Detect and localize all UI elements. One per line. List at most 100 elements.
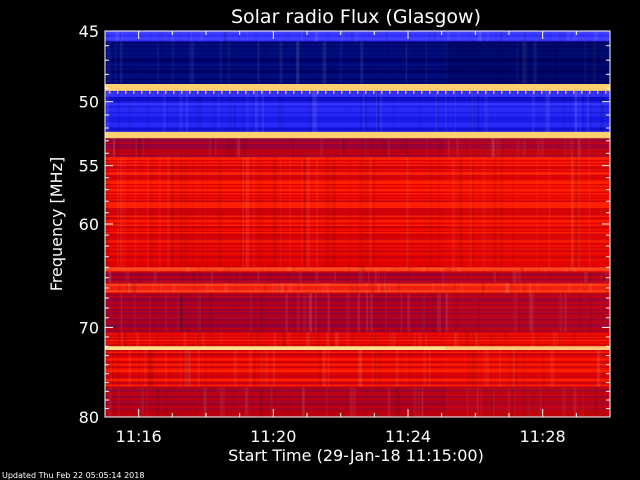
spectrum-dither	[404, 138, 409, 158]
interference-tick	[221, 90, 223, 94]
interference-tick	[301, 90, 303, 94]
spectrum-dither	[123, 332, 127, 347]
spectrum-band	[105, 84, 610, 92]
spectrum-dither	[250, 293, 253, 333]
spectrum-dither	[372, 332, 374, 347]
spectrum-dither	[406, 157, 409, 268]
spectrum-dither	[209, 271, 213, 283]
interference-tick	[245, 90, 247, 94]
spectrum-dither	[567, 31, 570, 42]
spectrum-dither	[190, 31, 192, 42]
spectrum-streak	[105, 83, 610, 85]
interference-tick	[269, 90, 271, 94]
spectrum-dither	[422, 293, 426, 333]
spectrum-dither	[138, 350, 140, 387]
spectrum-streak	[105, 122, 610, 125]
spectrum-dither	[178, 31, 181, 42]
spectrum-dither	[157, 31, 161, 42]
spectrum-streak	[105, 315, 610, 318]
spectrum-dither	[548, 157, 551, 268]
spectrum-dither	[179, 350, 182, 387]
spectrum-dither	[119, 31, 123, 42]
spectrum-streak	[105, 138, 610, 141]
spectrum-dither	[568, 282, 572, 294]
y-axis-label: Frequency [MHz]	[47, 157, 66, 291]
spectrum-streak	[105, 400, 610, 403]
spectrum-dither	[351, 282, 355, 294]
spectrum-dither	[122, 332, 126, 347]
spectrum-dither	[341, 138, 346, 158]
spectrum-dither	[132, 282, 135, 294]
spectrum-dither	[478, 293, 481, 333]
spectrum-dither	[144, 350, 147, 387]
spectrum-dither	[186, 350, 189, 387]
spectrum-streak	[105, 194, 610, 197]
spectrum-dither	[456, 138, 459, 158]
y-axis: 45 50 55 60 70 80	[79, 22, 610, 427]
spectrum-dither	[594, 31, 597, 42]
spectrum-dither	[339, 41, 342, 85]
spectrum-dither	[421, 267, 425, 272]
spectrum-dither	[253, 350, 256, 387]
spectrum-streak	[105, 164, 610, 167]
spectrum-streak	[105, 395, 610, 398]
spectrum-dither	[492, 386, 495, 417]
spectrum-dither	[417, 41, 420, 85]
spectrum-dither	[279, 41, 283, 85]
spectrum-streak	[105, 50, 610, 53]
spectrum-dither	[179, 157, 183, 268]
spectrum-dither	[459, 157, 463, 268]
spectrum-dither	[435, 41, 437, 85]
interference-tick	[261, 90, 263, 94]
spectrum-dither	[493, 157, 497, 268]
spectrum-dither	[199, 271, 203, 283]
spectrum-dither	[486, 267, 489, 272]
spectrum-dither	[219, 386, 223, 417]
spectrum-streak	[105, 274, 610, 277]
interference-tick	[357, 90, 359, 94]
spectrum-dither	[281, 90, 284, 132]
spectrum-dither	[183, 332, 187, 347]
spectrum-dither	[382, 282, 385, 294]
spectrum-dither	[314, 31, 318, 42]
spectrum-dither	[529, 293, 533, 333]
spectrum-streak	[105, 262, 610, 264]
spectrum-dither	[454, 332, 459, 347]
spectrum-dither	[254, 282, 257, 294]
spectrum-dither	[401, 41, 405, 85]
spectrum-dither	[335, 332, 339, 347]
spectrum-streak	[105, 356, 610, 358]
spectrum-dither	[379, 350, 382, 387]
spectrum-dither	[285, 293, 288, 333]
spectrum-dither	[223, 31, 227, 42]
interference-tick	[189, 90, 191, 94]
spectrum-dither	[201, 293, 203, 333]
spectrum-streak	[105, 248, 610, 251]
spectrum-dither	[476, 386, 479, 417]
spectrum-dither	[447, 31, 450, 42]
spectrum-dither	[500, 31, 503, 42]
spectrum-streak	[105, 366, 610, 369]
spectrum-dither	[301, 157, 304, 268]
spectrum-dither	[147, 267, 149, 272]
spectrum-dither	[195, 332, 199, 347]
spectrum-dither	[409, 350, 411, 387]
spectrum-dither	[495, 31, 498, 42]
spectrum-dither	[498, 41, 502, 85]
spectrum-dither	[604, 271, 605, 283]
spectrum-band	[105, 138, 610, 158]
spectrum-dither	[443, 271, 445, 283]
spectrum-dither	[520, 267, 524, 272]
spectrum-dither	[518, 271, 521, 283]
spectrum-dither	[308, 293, 313, 333]
spectrum-dither	[360, 90, 364, 132]
x-tick-label: 11:28	[520, 427, 566, 446]
spectrum-dither	[185, 293, 190, 333]
spectrum-dither	[357, 293, 361, 333]
spectrum-dither	[548, 271, 552, 283]
spectrum-dither	[177, 267, 180, 272]
spectrum-streak	[105, 321, 610, 324]
spectrum-dither	[273, 332, 277, 347]
spectrum-dither	[302, 293, 307, 333]
spectrum-streak	[105, 368, 610, 370]
